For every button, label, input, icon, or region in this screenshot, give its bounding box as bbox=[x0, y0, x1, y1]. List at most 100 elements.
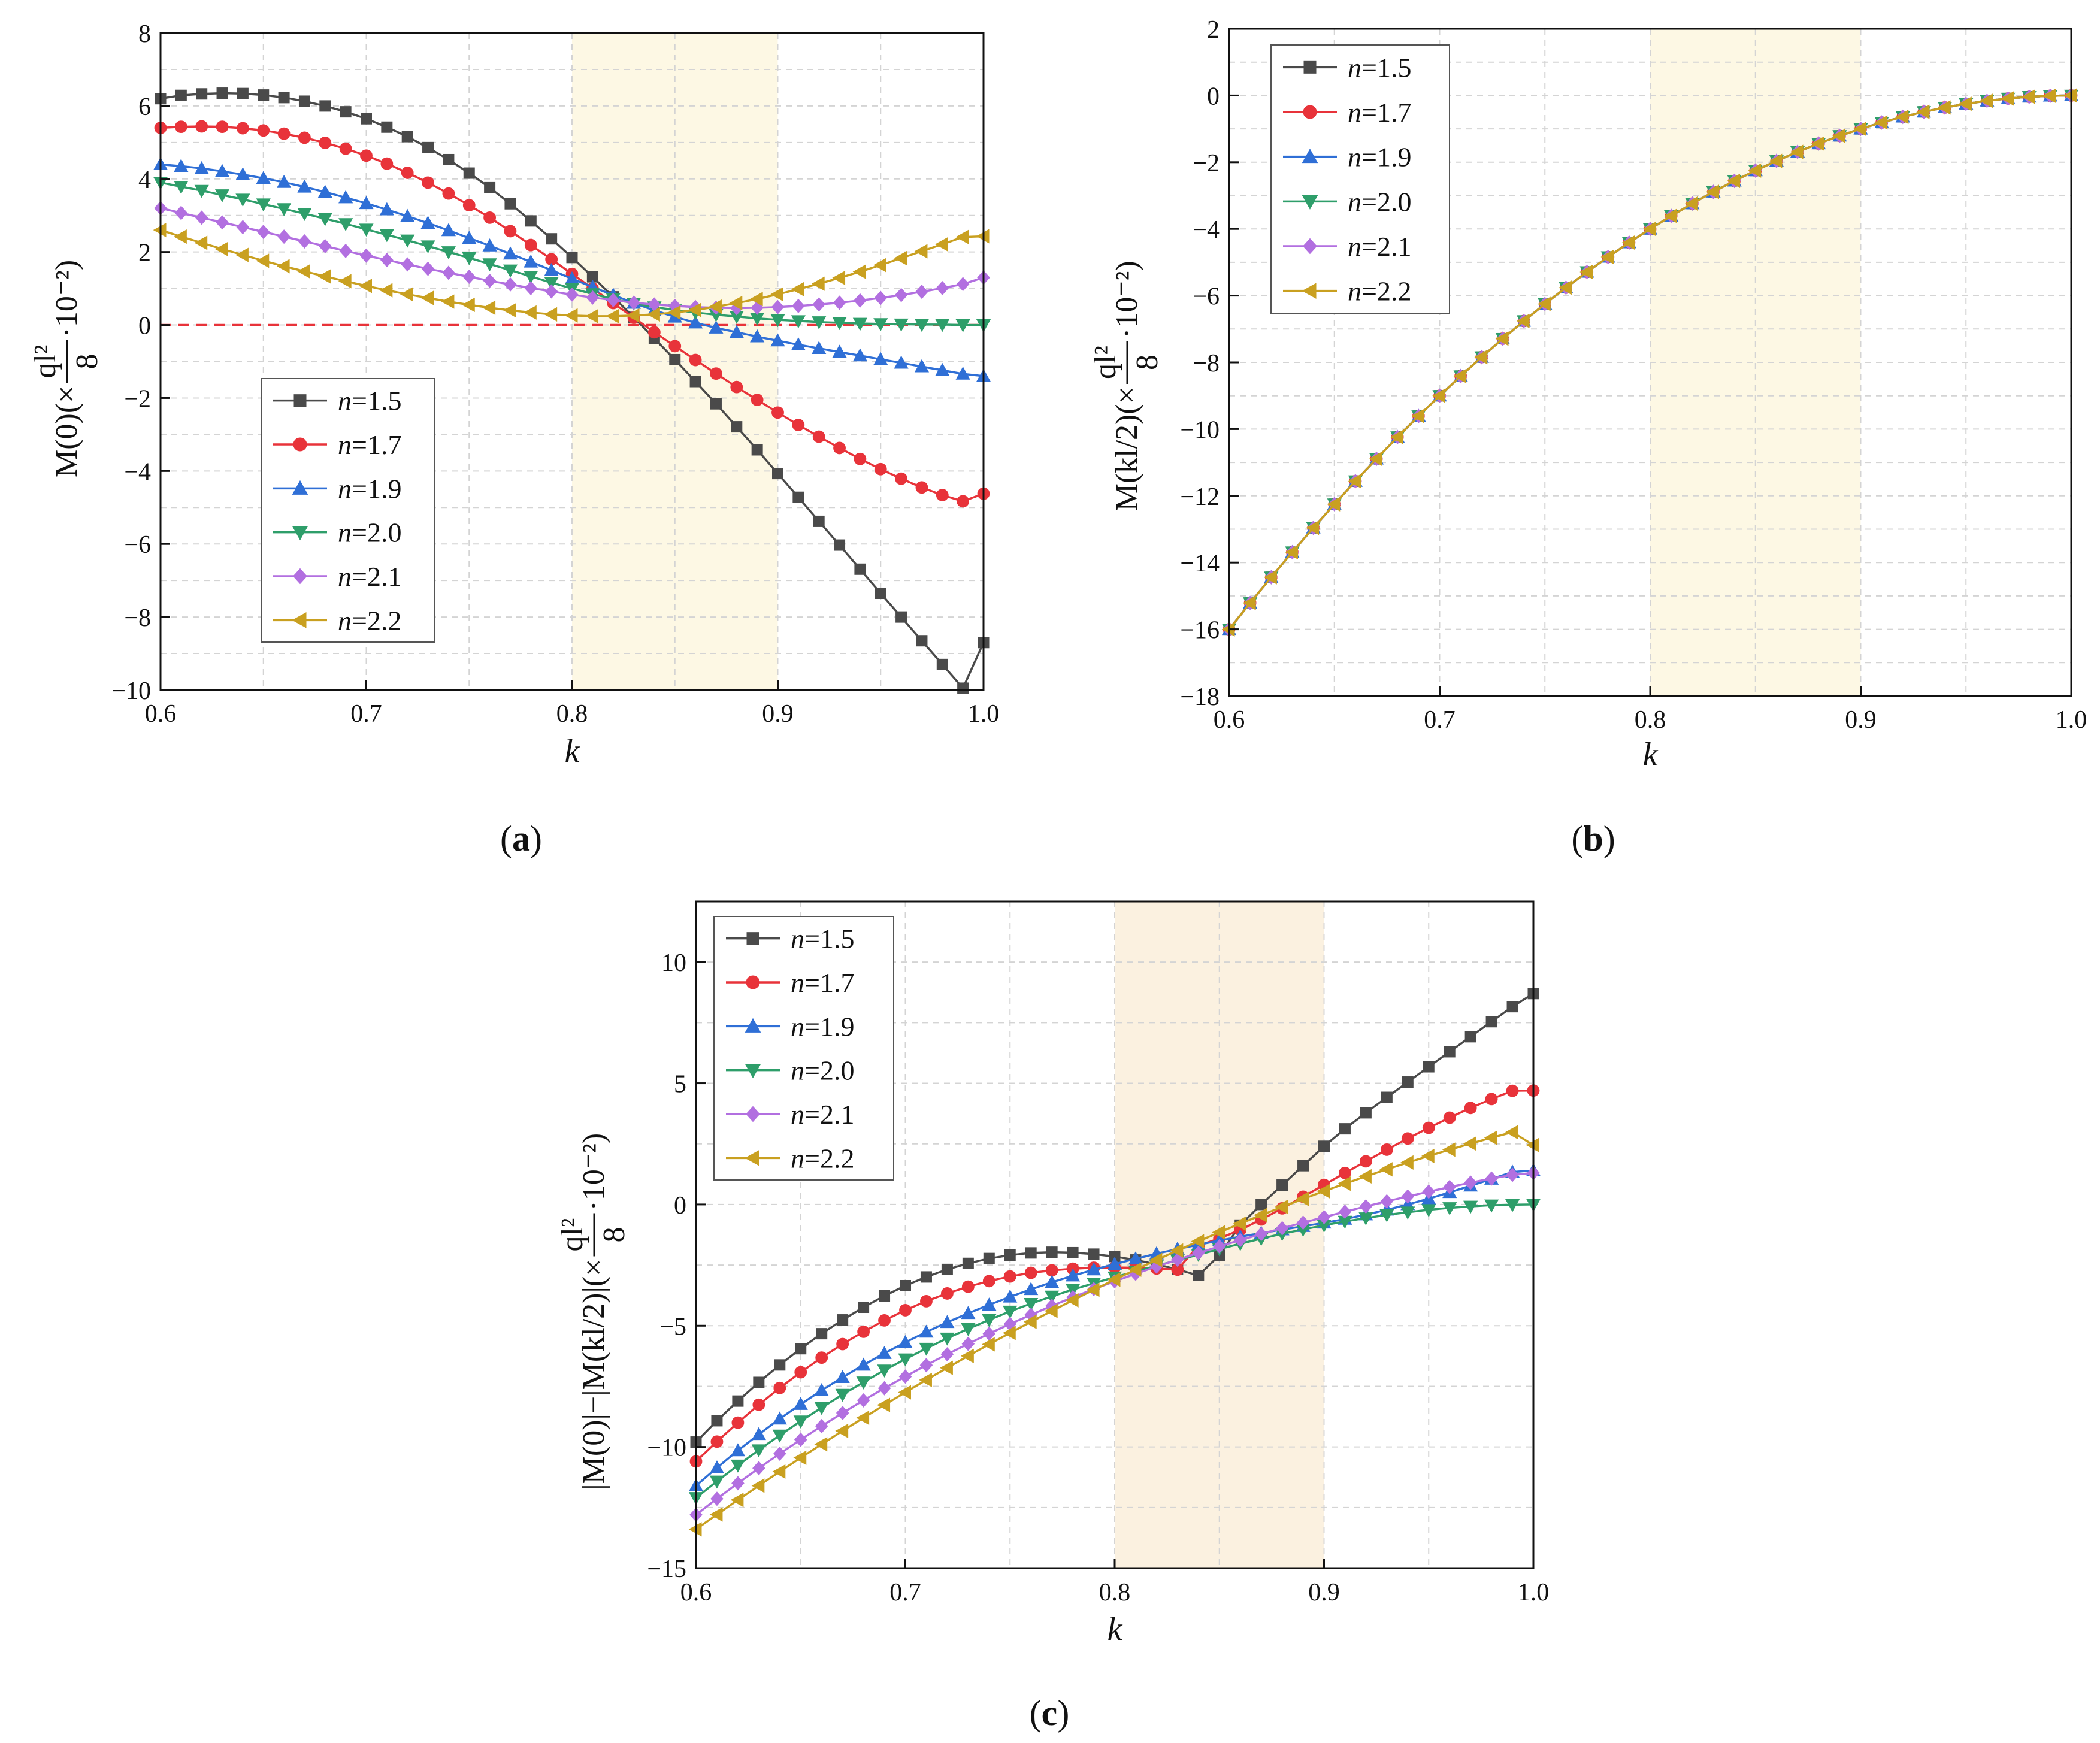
data-point bbox=[1339, 1166, 1351, 1179]
data-point bbox=[1832, 128, 1845, 143]
data-point bbox=[1338, 1205, 1352, 1220]
x-tick-label: 1.0 bbox=[2056, 706, 2087, 734]
data-point bbox=[982, 1337, 995, 1352]
data-point bbox=[731, 421, 743, 433]
data-point bbox=[1464, 1031, 1476, 1043]
y-tick-label: 2 bbox=[1207, 16, 1220, 44]
legend-entry: n=1.7 bbox=[726, 967, 854, 998]
legend-marker bbox=[292, 526, 308, 541]
y-tick-label: −2 bbox=[124, 385, 151, 413]
data-point bbox=[297, 179, 312, 193]
legend-marker bbox=[1303, 60, 1317, 74]
data-point bbox=[940, 1360, 953, 1375]
data-point bbox=[1442, 1142, 1456, 1157]
data-point bbox=[235, 247, 249, 262]
data-point bbox=[856, 1357, 871, 1371]
data-point bbox=[795, 1343, 807, 1355]
data-point bbox=[1296, 1215, 1310, 1230]
data-point bbox=[732, 1395, 744, 1407]
data-point bbox=[961, 1323, 976, 1336]
data-point bbox=[1379, 1209, 1394, 1222]
y-axis-label-prefix: |M(0)|−|M(kl/2)|(× bbox=[577, 1259, 611, 1490]
data-point bbox=[814, 1437, 828, 1452]
legend: n=1.5 n=1.7 n=1.9 n=2.0 n=2.1 n=2.2 bbox=[713, 916, 894, 1181]
data-point bbox=[504, 198, 516, 210]
data-point bbox=[1254, 1208, 1267, 1222]
data-point bbox=[1463, 1200, 1478, 1214]
data-point bbox=[854, 563, 866, 575]
y-axis-label-denominator: 8 bbox=[1130, 355, 1164, 370]
data-point bbox=[1128, 1262, 1142, 1277]
data-point bbox=[710, 1435, 724, 1448]
data-point bbox=[1067, 1246, 1079, 1258]
data-point bbox=[1170, 1243, 1184, 1258]
data-point bbox=[298, 234, 311, 249]
data-point bbox=[773, 1381, 786, 1394]
data-point bbox=[1003, 1305, 1018, 1319]
data-point bbox=[1066, 1268, 1081, 1282]
data-point bbox=[235, 167, 250, 180]
legend-entry: n=2.1 bbox=[726, 1099, 854, 1130]
data-point bbox=[1421, 1148, 1435, 1164]
data-point bbox=[877, 1346, 892, 1359]
data-point bbox=[914, 359, 930, 373]
data-point bbox=[339, 142, 352, 155]
data-point bbox=[955, 229, 969, 244]
data-point bbox=[689, 353, 702, 367]
data-point bbox=[874, 462, 887, 476]
data-point bbox=[544, 284, 558, 299]
data-point bbox=[1423, 1061, 1435, 1073]
data-point bbox=[585, 308, 598, 324]
y-tick-label: 6 bbox=[138, 93, 151, 121]
data-point bbox=[1296, 1191, 1309, 1206]
data-point bbox=[791, 282, 804, 296]
data-point bbox=[919, 1324, 934, 1338]
data-point bbox=[814, 1402, 829, 1415]
data-point bbox=[919, 1372, 932, 1388]
data-point bbox=[441, 294, 455, 309]
legend-label: n=2.2 bbox=[791, 1143, 854, 1173]
legend-box bbox=[1270, 44, 1450, 314]
data-point bbox=[1464, 1102, 1477, 1115]
data-point bbox=[1380, 1143, 1393, 1156]
data-point bbox=[317, 213, 332, 226]
data-point bbox=[1003, 1270, 1016, 1283]
data-point bbox=[1748, 163, 1762, 178]
data-point bbox=[877, 1364, 892, 1378]
data-point bbox=[1811, 136, 1824, 151]
data-point bbox=[895, 472, 907, 485]
data-point bbox=[982, 1314, 997, 1327]
data-point bbox=[1422, 1121, 1435, 1134]
legend-label: n=2.2 bbox=[1348, 276, 1411, 307]
data-point bbox=[442, 187, 455, 200]
data-point bbox=[955, 319, 970, 332]
y-tick-label: 0 bbox=[674, 1192, 686, 1220]
data-point bbox=[1958, 96, 1972, 111]
data-point bbox=[1212, 1225, 1225, 1240]
x-tick-label: 0.6 bbox=[680, 1579, 712, 1606]
data-point bbox=[793, 1450, 807, 1465]
data-point bbox=[1004, 1249, 1016, 1261]
data-point bbox=[1317, 1209, 1331, 1224]
data-point bbox=[772, 468, 783, 480]
x-tick-label: 0.9 bbox=[1845, 706, 1877, 734]
data-point bbox=[835, 1423, 849, 1439]
legend-marker bbox=[1302, 283, 1317, 299]
data-point bbox=[793, 1415, 808, 1429]
data-point bbox=[962, 1257, 974, 1269]
data-point bbox=[936, 281, 949, 295]
legend-entry: n=1.7 bbox=[273, 429, 401, 460]
data-point bbox=[1506, 1084, 1519, 1097]
data-point bbox=[1369, 451, 1382, 467]
legend-label: n=1.5 bbox=[338, 386, 401, 416]
legend-label: n=1.9 bbox=[338, 473, 401, 504]
data-point bbox=[898, 1335, 913, 1348]
legend-label: n=2.0 bbox=[1348, 186, 1411, 217]
caption-c: (c) bbox=[1030, 1693, 1070, 1733]
data-point bbox=[1107, 1272, 1121, 1287]
legend-marker bbox=[293, 568, 307, 585]
data-point bbox=[1348, 474, 1361, 489]
data-point bbox=[1895, 109, 1909, 125]
data-point bbox=[852, 348, 867, 362]
data-point bbox=[752, 1461, 765, 1476]
